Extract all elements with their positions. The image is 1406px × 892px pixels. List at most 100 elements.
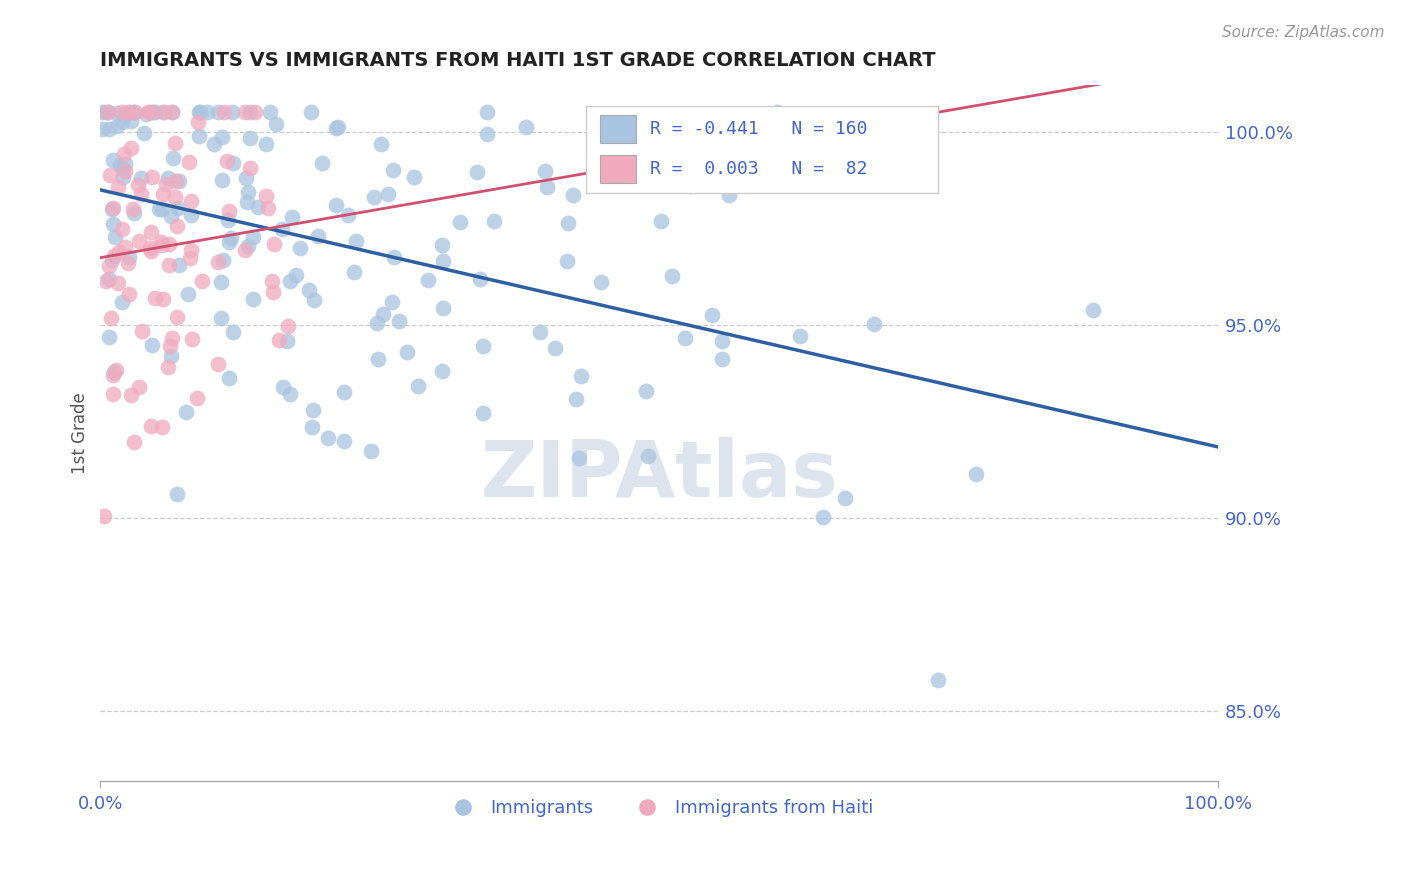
Point bbox=[207, 255, 229, 269]
Point bbox=[180, 208, 202, 222]
Point bbox=[284, 268, 307, 282]
Point bbox=[166, 219, 188, 234]
Point bbox=[634, 384, 657, 398]
Point bbox=[515, 120, 537, 135]
Point bbox=[149, 235, 172, 249]
Point bbox=[789, 329, 811, 343]
Point bbox=[150, 202, 173, 216]
Point bbox=[588, 122, 610, 136]
Point bbox=[472, 339, 495, 353]
Point bbox=[180, 243, 202, 257]
Point bbox=[209, 275, 232, 289]
Point bbox=[211, 129, 233, 144]
Y-axis label: 1st Grade: 1st Grade bbox=[72, 392, 89, 474]
Point bbox=[122, 105, 145, 120]
Point bbox=[101, 253, 124, 268]
Point bbox=[155, 177, 177, 191]
Point bbox=[169, 174, 191, 188]
Point bbox=[104, 229, 127, 244]
Point bbox=[381, 295, 404, 310]
Point bbox=[142, 105, 165, 120]
Point bbox=[108, 244, 131, 259]
Point bbox=[98, 121, 121, 136]
Point bbox=[139, 105, 162, 120]
Point bbox=[568, 451, 591, 466]
Point bbox=[105, 119, 128, 133]
Point bbox=[432, 254, 454, 268]
Point bbox=[302, 293, 325, 308]
Point bbox=[472, 406, 495, 420]
Point bbox=[150, 420, 173, 434]
Point bbox=[176, 405, 198, 419]
Point bbox=[156, 171, 179, 186]
Point bbox=[363, 190, 385, 204]
Point bbox=[475, 127, 498, 141]
Point bbox=[418, 273, 440, 287]
Text: IMMIGRANTS VS IMMIGRANTS FROM HAITI 1ST GRADE CORRELATION CHART: IMMIGRANTS VS IMMIGRANTS FROM HAITI 1ST … bbox=[100, 51, 936, 70]
Point bbox=[157, 237, 180, 252]
Point bbox=[562, 187, 585, 202]
Point bbox=[239, 105, 262, 120]
Point bbox=[181, 333, 204, 347]
Point bbox=[326, 120, 349, 135]
Point bbox=[264, 117, 287, 131]
Point bbox=[114, 157, 136, 171]
Point bbox=[117, 250, 139, 264]
Point bbox=[346, 234, 368, 248]
Point bbox=[111, 105, 134, 120]
Point bbox=[236, 194, 259, 209]
Point bbox=[342, 265, 364, 279]
Point bbox=[381, 162, 404, 177]
Point bbox=[262, 285, 284, 299]
Point bbox=[430, 237, 453, 252]
Point bbox=[107, 276, 129, 290]
Point bbox=[139, 241, 162, 255]
Point bbox=[238, 239, 260, 253]
Point bbox=[700, 166, 723, 180]
Point bbox=[536, 179, 558, 194]
Point bbox=[239, 161, 262, 175]
Point bbox=[211, 173, 233, 187]
Point bbox=[139, 418, 162, 433]
Point bbox=[467, 165, 489, 179]
Point bbox=[288, 241, 311, 255]
Point bbox=[221, 105, 243, 120]
Point bbox=[211, 310, 233, 325]
Point bbox=[127, 178, 149, 193]
Point bbox=[160, 331, 183, 345]
Point bbox=[281, 210, 304, 224]
Point bbox=[124, 105, 146, 120]
Point bbox=[122, 206, 145, 220]
Point bbox=[120, 113, 142, 128]
Point bbox=[131, 324, 153, 338]
Point bbox=[233, 244, 256, 258]
Point bbox=[207, 357, 229, 371]
Point bbox=[122, 434, 145, 449]
Point bbox=[186, 392, 208, 406]
Point bbox=[239, 130, 262, 145]
Point bbox=[136, 105, 159, 120]
Point bbox=[235, 171, 257, 186]
Point bbox=[298, 283, 321, 297]
Point bbox=[218, 204, 240, 219]
Point bbox=[152, 105, 174, 120]
Point bbox=[111, 161, 134, 176]
Point bbox=[710, 351, 733, 366]
Point bbox=[128, 234, 150, 248]
Point bbox=[257, 201, 280, 215]
Point bbox=[254, 189, 277, 203]
Point bbox=[700, 308, 723, 322]
Point bbox=[108, 158, 131, 172]
Point bbox=[120, 141, 142, 155]
Point bbox=[233, 105, 256, 120]
Point bbox=[160, 105, 183, 120]
Point bbox=[120, 388, 142, 402]
Point bbox=[370, 136, 392, 151]
Point bbox=[278, 386, 301, 401]
Point bbox=[260, 274, 283, 288]
Point bbox=[141, 170, 163, 185]
Point bbox=[135, 107, 157, 121]
Point bbox=[111, 169, 134, 184]
Point bbox=[544, 341, 567, 355]
Point bbox=[219, 231, 242, 245]
